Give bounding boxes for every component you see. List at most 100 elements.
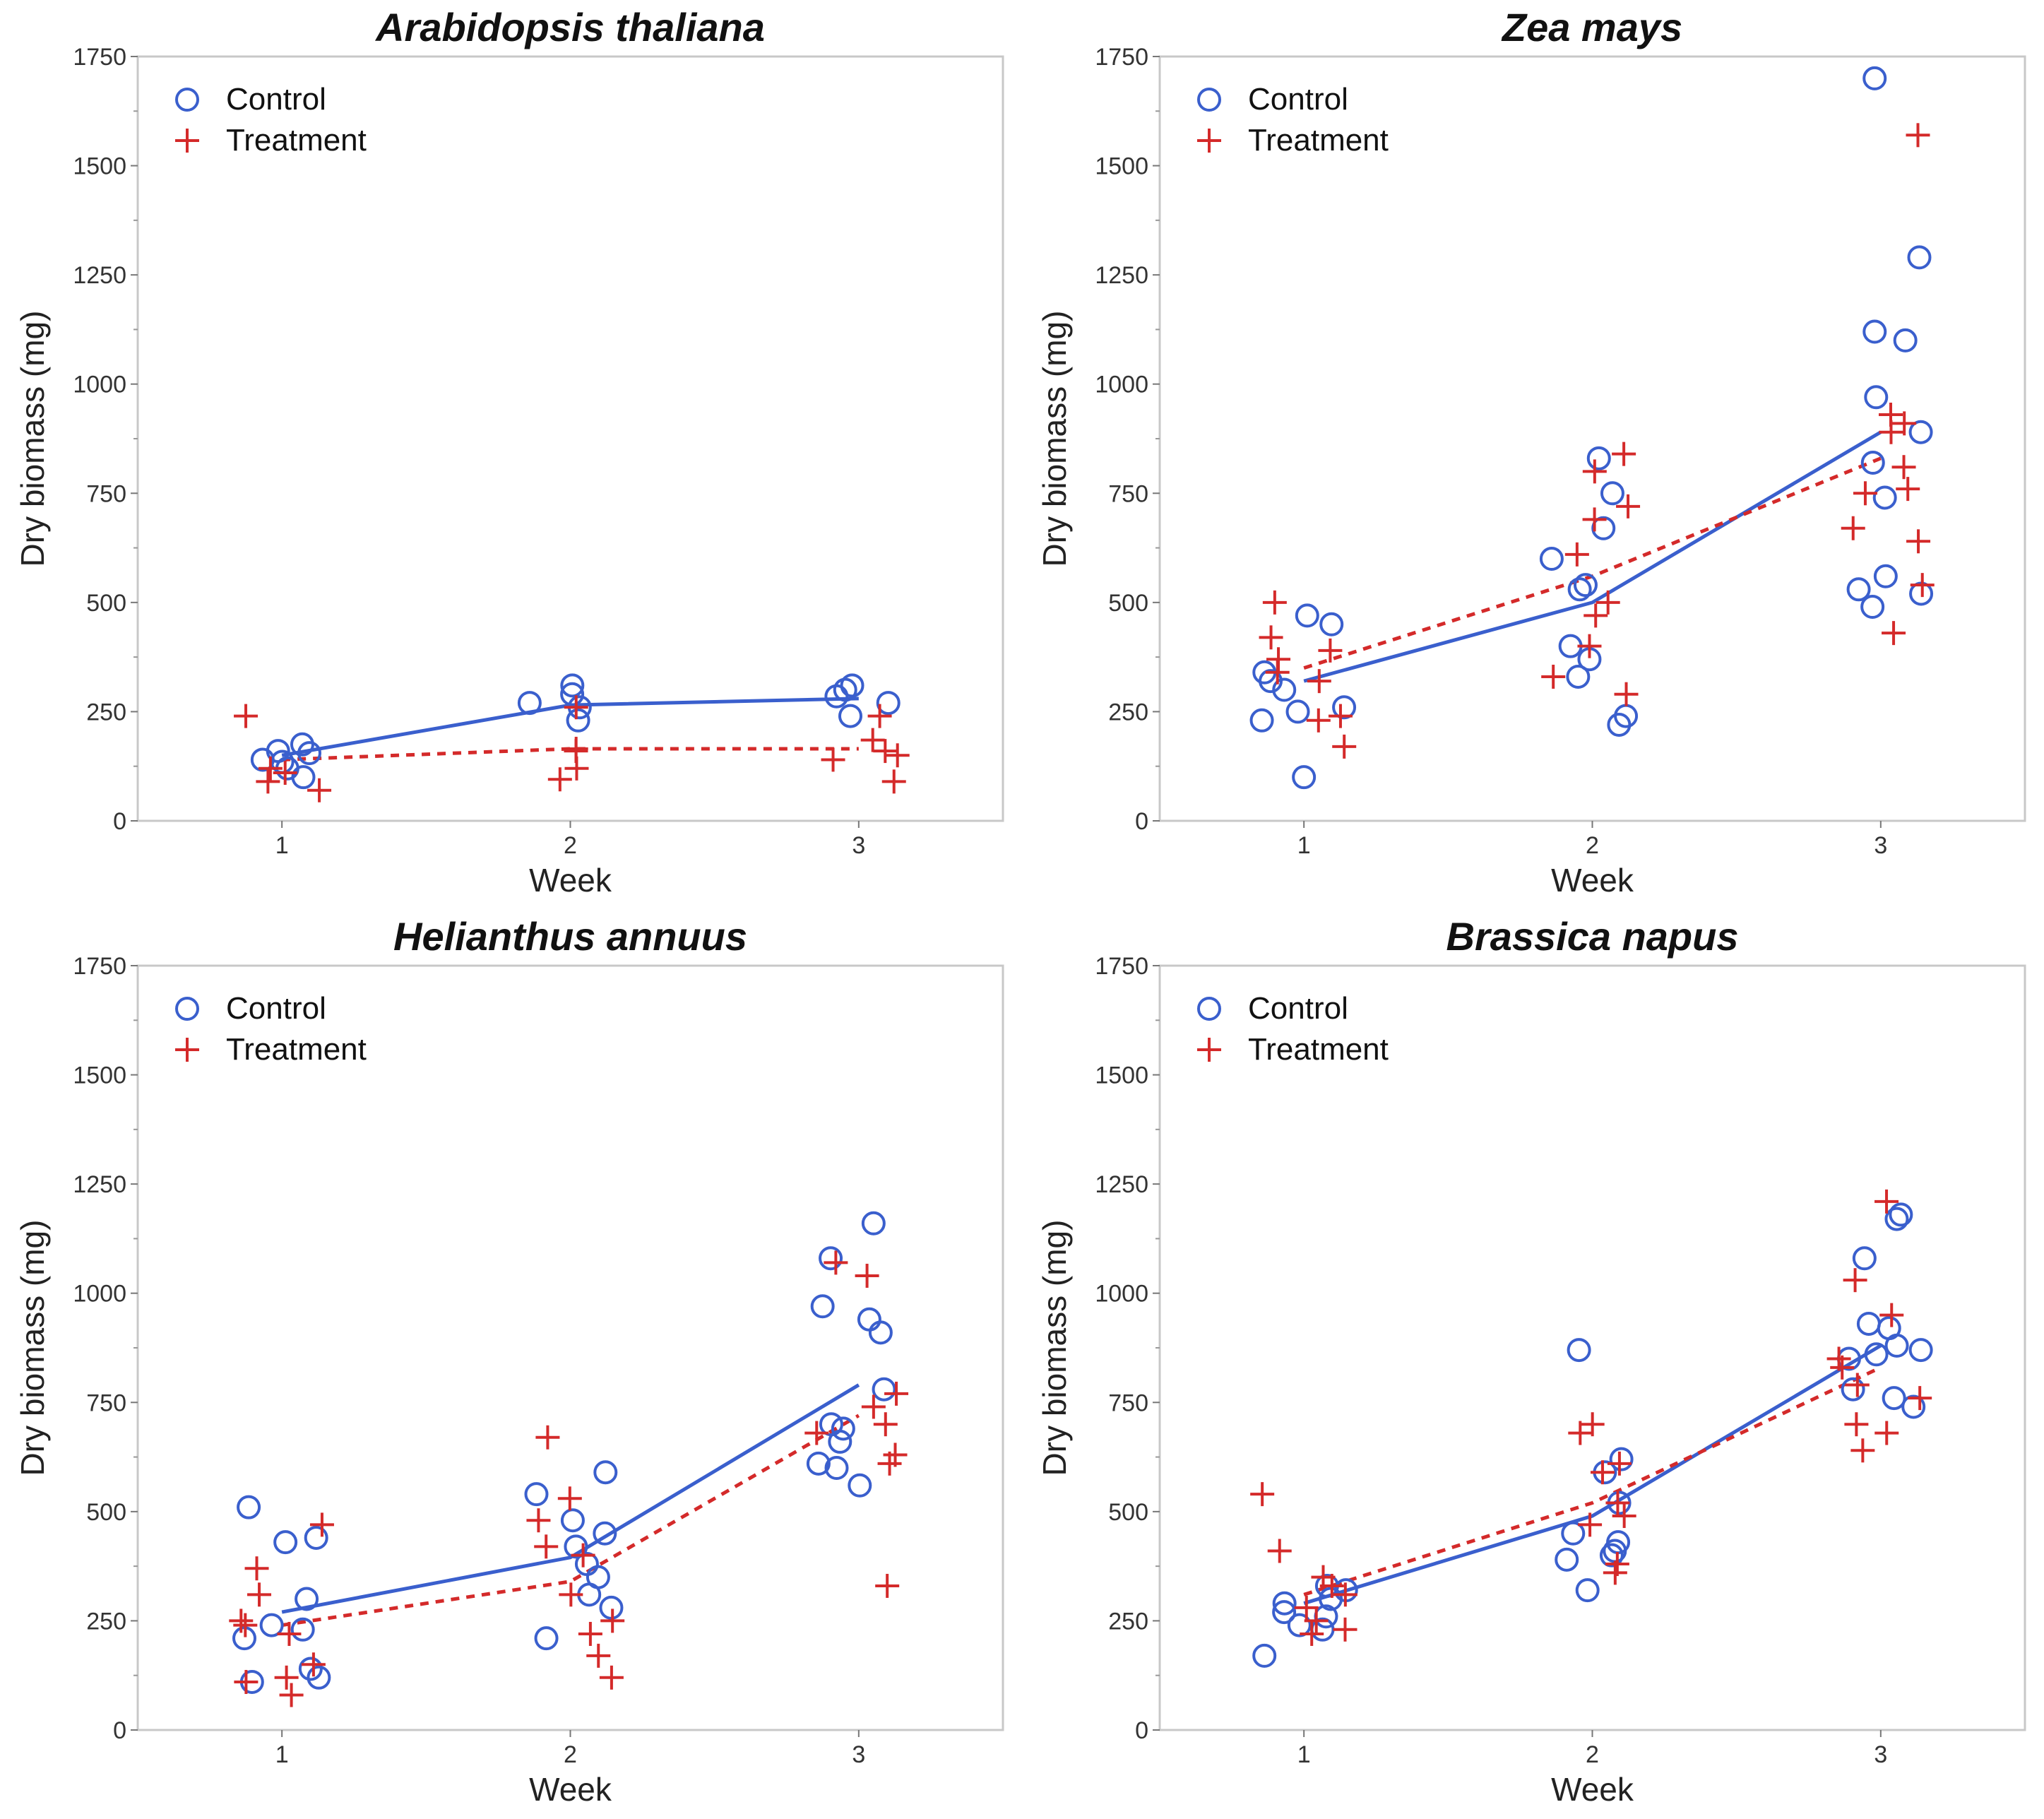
- data-point-control: [1292, 765, 1317, 790]
- data-point-control: [1566, 664, 1591, 689]
- data-point-treatment: [1612, 1504, 1636, 1529]
- data-point-control: [1586, 446, 1611, 470]
- y-tick-label: 750: [1108, 1390, 1148, 1416]
- y-tick-label: 500: [86, 590, 126, 617]
- data-point-treatment: [1892, 411, 1917, 436]
- x-tick-label: 1: [275, 832, 289, 859]
- data-point-control: [291, 765, 316, 790]
- data-point-control: [1846, 577, 1871, 602]
- data-point-control: [868, 1320, 893, 1345]
- data-point-control: [307, 1665, 331, 1690]
- data-point-treatment: [273, 760, 297, 785]
- data-point-control: [806, 1451, 831, 1476]
- legend-item-control: Control: [1197, 82, 1348, 117]
- data-point-control: [1872, 485, 1897, 510]
- data-point-treatment: [600, 1608, 625, 1633]
- legend-label: Treatment: [226, 1032, 367, 1067]
- data-point-treatment: [1564, 542, 1589, 567]
- data-point-control: [295, 1587, 319, 1611]
- legend-marker-circle: [175, 88, 199, 112]
- x-axis-label: Week: [1551, 1771, 1634, 1808]
- chart-svg-brassica: Brassica napus 0 250 500 750 1000 1250 1500 1750…: [1036, 914, 2026, 1808]
- legend-label: Control: [226, 991, 326, 1026]
- data-point-control: [560, 682, 585, 706]
- data-point-control: [838, 704, 862, 728]
- data-point-control: [1607, 712, 1632, 737]
- y-tick-label: 1250: [73, 1171, 126, 1198]
- data-point-treatment: [233, 1613, 258, 1637]
- data-point-control: [1908, 420, 1933, 444]
- legend-marker-circle: [175, 997, 199, 1021]
- mean-line-control: [1303, 430, 1882, 683]
- mean-line-treatment: [282, 747, 859, 762]
- data-point-treatment: [1582, 459, 1607, 484]
- data-point-treatment: [564, 695, 588, 720]
- data-point-control: [1539, 547, 1564, 571]
- data-point-control: [1599, 1543, 1624, 1568]
- y-tick-label: 250: [86, 1608, 126, 1635]
- data-point-treatment: [1830, 1355, 1855, 1380]
- data-point-control: [1907, 245, 1932, 270]
- data-point-treatment: [1318, 638, 1343, 663]
- data-point-treatment: [244, 1556, 269, 1581]
- y-tick-label: 0: [113, 1717, 126, 1744]
- y-tick-label: 1500: [73, 1062, 126, 1089]
- y-tick-label: 250: [86, 699, 126, 725]
- legend-label: Control: [1248, 991, 1348, 1026]
- y-tick-label: 1250: [1095, 262, 1148, 289]
- data-point-control: [1862, 66, 1887, 90]
- legend-label: Control: [226, 82, 326, 117]
- data-point-treatment: [885, 743, 910, 768]
- data-point-treatment: [1265, 660, 1290, 685]
- x-tick-label: 3: [1874, 1741, 1887, 1768]
- data-point-treatment: [586, 1643, 611, 1668]
- legend-marker-circle: [1197, 88, 1221, 112]
- data-point-treatment: [1259, 625, 1283, 650]
- data-point-treatment: [1908, 1386, 1932, 1411]
- data-point-control: [1841, 1377, 1865, 1402]
- data-point-treatment: [1596, 590, 1620, 615]
- data-point-control: [259, 1613, 284, 1637]
- y-tick-label: 1750: [73, 44, 126, 71]
- data-point-treatment: [877, 1451, 902, 1476]
- y-tick-label: 500: [1108, 1499, 1148, 1526]
- y-tick-label: 0: [113, 808, 126, 835]
- data-point-control: [1852, 1246, 1877, 1271]
- legend-label: Treatment: [226, 123, 367, 158]
- data-point-control: [564, 1534, 588, 1559]
- data-point-control: [1884, 1207, 1909, 1231]
- data-point-treatment: [875, 1573, 900, 1598]
- y-tick-label: 1000: [73, 372, 126, 398]
- data-point-control: [828, 1429, 852, 1454]
- data-point-control: [1567, 1338, 1591, 1363]
- data-point-control: [824, 1456, 849, 1481]
- data-point-treatment: [821, 747, 845, 772]
- y-tick-label: 1000: [73, 1281, 126, 1308]
- data-point-control: [1882, 1386, 1906, 1411]
- legend-item-treatment: Treatment: [175, 123, 367, 158]
- data-point-treatment: [1568, 1421, 1593, 1445]
- data-point-treatment: [1332, 734, 1357, 759]
- mean-line-treatment: [1303, 456, 1882, 670]
- data-point-treatment: [1874, 1421, 1899, 1445]
- legend-item-treatment: Treatment: [1197, 1032, 1389, 1067]
- data-point-control: [1889, 1202, 1913, 1227]
- data-point-control: [593, 1460, 618, 1485]
- y-tick-label: 750: [1108, 480, 1148, 507]
- data-point-control: [1860, 451, 1885, 475]
- data-point-control: [876, 691, 901, 716]
- x-tick-label: 1: [1297, 1741, 1311, 1768]
- data-point-treatment: [307, 778, 332, 802]
- data-point-control: [848, 1473, 872, 1498]
- y-tick-label: 1500: [1095, 1062, 1148, 1089]
- data-point-treatment: [547, 767, 572, 792]
- data-point-control: [237, 1495, 261, 1519]
- data-point-treatment: [1578, 1512, 1603, 1537]
- x-tick-label: 3: [1874, 832, 1887, 859]
- legend-item-treatment: Treatment: [1197, 123, 1389, 158]
- mean-line-control: [1303, 1344, 1882, 1606]
- data-point-treatment: [1614, 682, 1639, 706]
- data-point-control: [1873, 564, 1898, 588]
- y-tick-label: 250: [1108, 699, 1148, 725]
- data-point-treatment: [571, 1543, 595, 1568]
